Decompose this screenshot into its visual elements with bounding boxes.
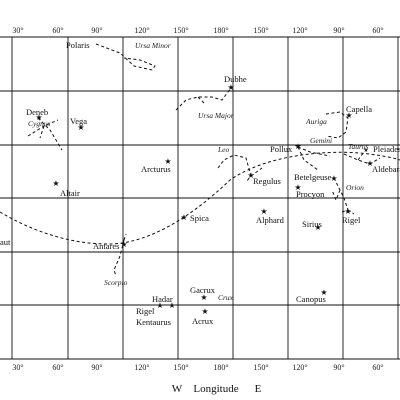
const-label-taurus: Taurus [348, 142, 369, 151]
taurus-lines [343, 151, 381, 165]
const-label-scorpio: Scorpio [104, 278, 128, 287]
star-marker-spica: ★ [180, 213, 187, 222]
scorpio-lines [113, 233, 127, 277]
star-marker-canopus: ★ [320, 288, 327, 297]
star-marker-sirius: ★ [314, 223, 321, 232]
star-marker-aldebaran: ★ [366, 159, 373, 168]
star-marker-antares: ★ [120, 240, 127, 249]
star-markers: ★ ★ ★ ★ ★ ★ ★ ★ ★ ★ ★ ★ ★ ★ ★ ★ ★ ★ ★ ★ … [35, 83, 373, 316]
star-marker-pleiades: ★ [363, 147, 368, 154]
const-label-orion: Orion [346, 183, 364, 192]
bottom-tick-label: 180° [213, 363, 228, 372]
top-tick-label: 90° [333, 26, 344, 35]
star-marker-dubhe: ★ [227, 83, 234, 92]
const-label-leo: Leo [217, 145, 230, 154]
constellation-labels: Ursa Minor Ursa Major Cygnus Leo Auriga … [28, 41, 369, 302]
top-tick-label: 90° [91, 26, 102, 35]
bottom-tick-label: 30° [12, 363, 23, 372]
star-marker-altair: ★ [52, 179, 59, 188]
star-label-vega: Vega [70, 116, 87, 126]
top-tick-label: 60° [52, 26, 63, 35]
axis-caption: W Longitude E [172, 383, 262, 395]
axis-caption-longitude: Longitude [193, 383, 238, 395]
top-tick-label: 30° [12, 26, 23, 35]
star-marker-hadar: ★ [168, 301, 175, 310]
star-marker-capella: ★ [345, 111, 352, 120]
bottom-tick-label: 60° [372, 363, 383, 372]
top-tick-label: 60° [372, 26, 383, 35]
axis-caption-east: E [255, 383, 262, 395]
star-label-betelgeuse: Betelgeuse [294, 172, 332, 182]
star-marker-gacrux: ★ [200, 293, 207, 302]
ecliptic-curve [0, 151, 400, 245]
const-label-cygnus: Cygnus [28, 119, 51, 128]
star-marker-alphard: ★ [260, 207, 267, 216]
const-label-crux: Crux [218, 293, 234, 302]
orion-lines [331, 177, 355, 215]
bottom-tick-label: 150° [173, 363, 188, 372]
axis-caption-west: W [172, 383, 183, 395]
leo-lines [217, 154, 263, 183]
bottom-tick-label: 120° [134, 363, 149, 372]
star-label-aut: aut [0, 237, 11, 247]
top-tick-label: 120° [134, 26, 149, 35]
top-tick-label: 180° [213, 26, 228, 35]
star-label-regulus: Regulus [253, 176, 281, 186]
star-marker-regulus: ★ [247, 171, 254, 180]
auriga-lines [325, 111, 349, 139]
star-label-sirius: Sirius [302, 219, 322, 229]
star-label-arcturus: Arcturus [141, 164, 171, 174]
top-tick-label: 150° [253, 26, 268, 35]
star-marker-rigel: ★ [344, 207, 351, 216]
bottom-tick-label: 150° [253, 363, 268, 372]
bottom-tick-labels: 30° 60° 90° 120° 150° 180° 150° 120° 90°… [12, 363, 383, 372]
star-marker-rigel-kentaurus: ★ [156, 301, 163, 310]
bottom-tick-label: 120° [292, 363, 307, 372]
star-label-rigel-kentaurus-1: Rigel [136, 306, 155, 316]
star-label-polaris: Polaris [66, 40, 90, 50]
const-label-ursa-major: Ursa Major [198, 111, 234, 120]
star-labels: Polaris Dubhe Deneb Vega Capella Pollux … [0, 40, 400, 327]
constellation-lines [27, 43, 381, 277]
bottom-tick-label: 90° [91, 363, 102, 372]
star-marker-arcturus: ★ [164, 157, 171, 166]
star-label-antares: Antares [93, 241, 119, 251]
star-label-canopus: Canopus [296, 294, 326, 304]
star-marker-acrux: ★ [201, 307, 208, 316]
star-label-pleiades: Pleiades [373, 144, 400, 154]
star-label-pollux: Pollux [270, 144, 293, 154]
cygnus-lines [27, 117, 63, 151]
bottom-tick-label: 60° [52, 363, 63, 372]
gemini-lines [297, 146, 331, 171]
bottom-tick-label: 90° [333, 363, 344, 372]
star-label-altair: Altair [60, 188, 80, 198]
star-marker-procyon: ★ [294, 183, 301, 192]
star-label-alphard: Alphard [256, 215, 285, 225]
star-marker-deneb: ★ [35, 113, 42, 122]
star-label-hadar: Hadar [152, 294, 173, 304]
star-label-procyon: Procyon [296, 189, 325, 199]
grid [0, 36, 400, 360]
top-tick-labels: 30° 60° 90° 120° 150° 180° 150° 120° 90°… [12, 26, 383, 35]
ursa-major-lines [175, 87, 232, 111]
star-marker-betelgeuse: ★ [330, 174, 337, 183]
star-label-capella: Capella [346, 104, 372, 114]
const-label-auriga: Auriga [305, 117, 327, 126]
star-label-spica: Spica [190, 213, 209, 223]
star-label-dubhe: Dubhe [224, 74, 247, 84]
star-label-deneb: Deneb [26, 107, 48, 117]
star-marker-vega: ★ [77, 123, 84, 132]
star-label-rigel-kentaurus-2: Kentaurus [136, 317, 171, 327]
top-tick-label: 150° [173, 26, 188, 35]
const-label-ursa-minor: Ursa Minor [135, 41, 171, 50]
star-label-rigel: Rigel [342, 215, 361, 225]
ursa-minor-lines [95, 43, 156, 71]
const-label-gemini: Gemini [310, 136, 332, 145]
star-label-aldebaran: Aldebaran [372, 164, 400, 174]
star-label-acrux: Acrux [192, 316, 214, 326]
star-marker-pollux: ★ [294, 142, 301, 151]
star-label-gacrux: Gacrux [190, 285, 216, 295]
top-tick-label: 120° [292, 26, 307, 35]
